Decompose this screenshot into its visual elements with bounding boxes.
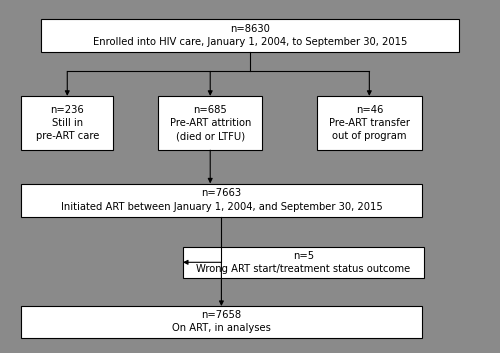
FancyBboxPatch shape	[317, 96, 422, 150]
Text: n=685: n=685	[194, 105, 227, 115]
FancyBboxPatch shape	[22, 306, 421, 337]
Text: Initiated ART between January 1, 2004, and September 30, 2015: Initiated ART between January 1, 2004, a…	[60, 202, 382, 212]
FancyBboxPatch shape	[41, 19, 459, 52]
Text: Still in: Still in	[52, 118, 83, 128]
Text: out of program: out of program	[332, 131, 406, 142]
FancyBboxPatch shape	[183, 246, 424, 278]
Text: Pre-ART attrition: Pre-ART attrition	[170, 118, 251, 128]
Text: On ART, in analyses: On ART, in analyses	[172, 323, 271, 334]
Text: n=5: n=5	[293, 251, 314, 261]
Text: (died or LTFU): (died or LTFU)	[176, 131, 245, 142]
Text: pre-ART care: pre-ART care	[36, 131, 99, 142]
FancyBboxPatch shape	[22, 96, 114, 150]
Text: n=46: n=46	[356, 105, 383, 115]
Text: Pre-ART transfer: Pre-ART transfer	[329, 118, 410, 128]
FancyBboxPatch shape	[22, 184, 421, 217]
Text: n=7663: n=7663	[202, 189, 241, 198]
Text: n=8630: n=8630	[230, 24, 270, 34]
Text: n=236: n=236	[50, 105, 84, 115]
Text: n=7658: n=7658	[202, 310, 241, 320]
FancyBboxPatch shape	[158, 96, 262, 150]
Text: Enrolled into HIV care, January 1, 2004, to September 30, 2015: Enrolled into HIV care, January 1, 2004,…	[93, 37, 407, 47]
Text: Wrong ART start/treatment status outcome: Wrong ART start/treatment status outcome	[196, 264, 410, 274]
